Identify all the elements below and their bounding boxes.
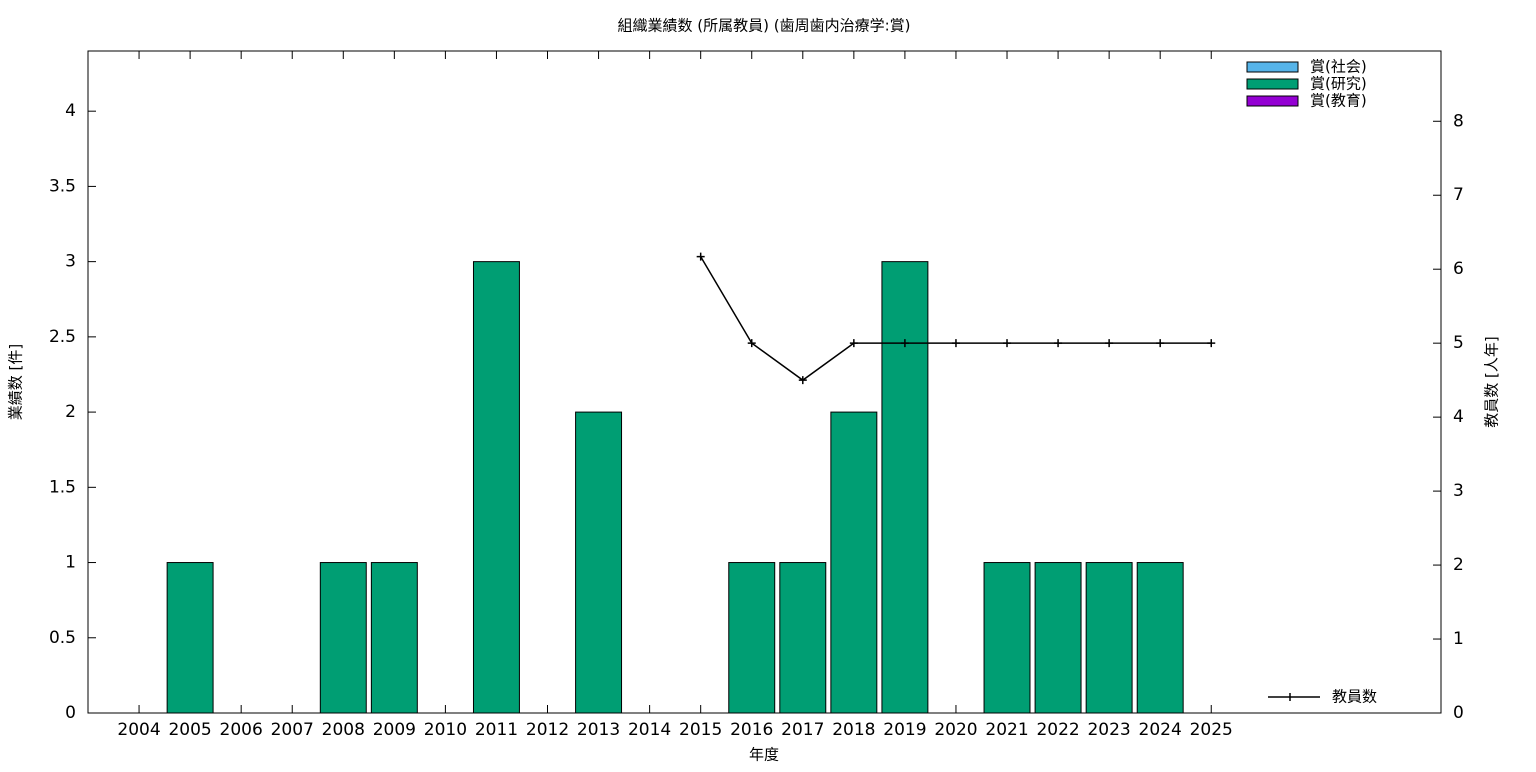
y2-axis-label: 教員数 [人年] [1483, 336, 1501, 427]
legend-label: 賞(社会) [1310, 58, 1367, 76]
y-tick-label: 2 [65, 402, 76, 422]
x-tick-label: 2004 [117, 720, 160, 740]
legend-swatch [1246, 78, 1299, 90]
y-tick-label: 0.5 [49, 628, 76, 648]
point [798, 376, 807, 385]
x-tick-label: 2020 [934, 720, 977, 740]
point [849, 339, 858, 348]
x-tick-label: 2023 [1087, 720, 1130, 740]
legend-label: 賞(教育) [1310, 92, 1367, 110]
point [1003, 339, 1012, 348]
bar [319, 562, 367, 714]
legend-swatch [1246, 61, 1299, 73]
x-tick-label: 2011 [475, 720, 518, 740]
x-tick-label: 2021 [985, 720, 1028, 740]
x-tick-label: 2019 [883, 720, 926, 740]
y-tick-label: 1 [65, 553, 76, 573]
x-tick-label: 2009 [373, 720, 416, 740]
point [1105, 339, 1114, 348]
point [747, 339, 756, 348]
x-tick-label: 2015 [679, 720, 722, 740]
x-axis-label: 年度 [749, 746, 779, 764]
x-tick-label: 2017 [781, 720, 824, 740]
y2-tick-label: 8 [1453, 111, 1464, 131]
x-tick-label: 2022 [1036, 720, 1079, 740]
point [1054, 339, 1063, 348]
x-tick-label: 2006 [220, 720, 263, 740]
legend-swatch [1246, 95, 1299, 107]
x-tick-label: 2007 [271, 720, 314, 740]
bar [166, 562, 214, 714]
y2-tick-label: 4 [1453, 407, 1464, 427]
y2-tick-label: 0 [1453, 703, 1464, 723]
point [696, 252, 705, 261]
y-tick-label: 1.5 [49, 477, 76, 497]
x-tick-label: 2005 [168, 720, 211, 740]
plot-frame [87, 50, 1442, 714]
x-tick-label: 2025 [1190, 720, 1233, 740]
y-tick-label: 0 [65, 703, 76, 723]
bar [983, 562, 1031, 714]
x-tick-label: 2010 [424, 720, 467, 740]
y2-tick-label: 6 [1453, 259, 1464, 279]
point [1207, 339, 1216, 348]
bar [830, 411, 878, 714]
y-tick-label: 3 [65, 252, 76, 272]
point [1156, 339, 1165, 348]
y-tick-label: 3.5 [49, 176, 76, 196]
bar [370, 562, 418, 714]
bar [472, 261, 520, 714]
bar [575, 411, 623, 714]
bar [728, 562, 776, 714]
chart-title: 組織業績数 (所属教員) (歯周歯内治療学:賞) [618, 17, 911, 35]
bar [1034, 562, 1082, 714]
y2-tick-label: 7 [1453, 185, 1464, 205]
point [900, 339, 909, 348]
y-tick-label: 2.5 [49, 327, 76, 347]
point [951, 339, 960, 348]
x-tick-label: 2024 [1139, 720, 1182, 740]
y-tick-label: 4 [65, 101, 76, 121]
bar [881, 261, 929, 714]
x-tick-label: 2012 [526, 720, 569, 740]
y-axis-label: 業績数 [件] [7, 344, 25, 420]
x-tick-label: 2008 [322, 720, 365, 740]
y2-tick-label: 3 [1453, 481, 1464, 501]
bar [779, 562, 827, 714]
bar [1136, 562, 1184, 714]
x-tick-label: 2013 [577, 720, 620, 740]
y2-tick-label: 2 [1453, 555, 1464, 575]
y2-tick-label: 5 [1453, 333, 1464, 353]
bar [1085, 562, 1133, 714]
legend-label: 賞(研究) [1310, 75, 1367, 93]
x-tick-label: 2014 [628, 720, 671, 740]
y2-tick-label: 1 [1453, 629, 1464, 649]
x-tick-label: 2016 [730, 720, 773, 740]
legend-label: 教員数 [1332, 688, 1377, 706]
x-tick-label: 2018 [832, 720, 875, 740]
